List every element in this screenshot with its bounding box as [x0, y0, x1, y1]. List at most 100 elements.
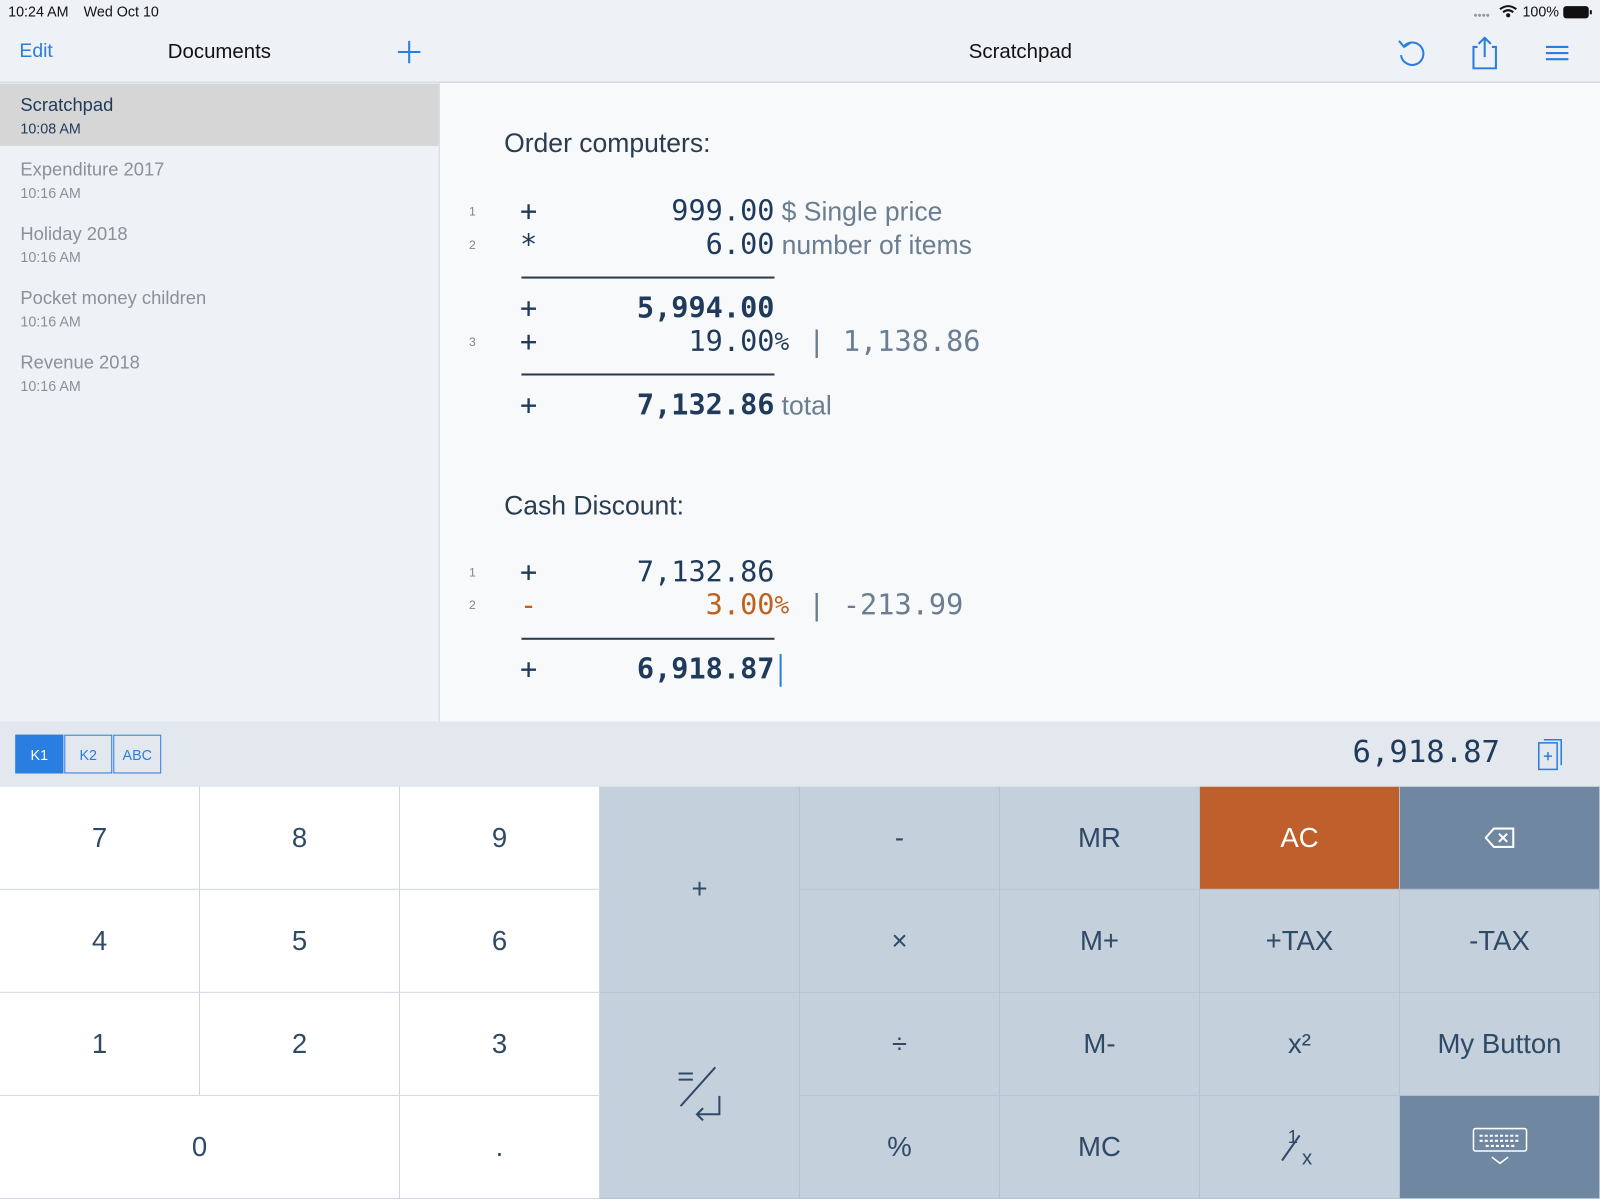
key[interactable]: 0	[0, 1095, 400, 1199]
line-number: 2	[469, 597, 476, 613]
suffix: %	[774, 590, 790, 620]
key[interactable]: M+	[999, 889, 1200, 993]
result: -213.99	[842, 587, 964, 622]
key[interactable]: 6	[399, 889, 600, 993]
equals-key[interactable]	[599, 992, 800, 1199]
backspace-icon	[1484, 827, 1514, 848]
operator: +	[519, 324, 538, 359]
document-time[interactable]: 10:16 AM	[20, 377, 81, 394]
document-time[interactable]: 10:16 AM	[20, 248, 81, 266]
document-name[interactable]: Expenditure 2017	[20, 159, 165, 180]
keyboard-tab[interactable]: K2	[64, 734, 113, 774]
key[interactable]: %	[799, 1095, 1000, 1199]
backspace-key[interactable]	[1399, 786, 1600, 890]
operator: +	[519, 193, 538, 228]
value: 7,132.86	[636, 387, 775, 422]
separator-line	[521, 276, 775, 279]
value: 19.00	[688, 324, 775, 359]
key[interactable]: M-	[999, 992, 1200, 1096]
key[interactable]: +TAX	[1199, 889, 1400, 993]
numerator: 1	[1287, 1126, 1298, 1147]
key[interactable]: 5	[199, 889, 400, 993]
keyboard-tab[interactable]: ABC	[113, 734, 162, 774]
key[interactable]: 7	[0, 786, 200, 890]
line-number: 2	[469, 237, 476, 253]
calc-row: +7,132.86 total	[0, 388, 1122, 423]
hide-keyboard-key[interactable]	[1399, 1095, 1600, 1199]
document-name[interactable]: Holiday 2018	[20, 223, 128, 244]
add-button[interactable]	[397, 40, 421, 64]
value: 5,994.00	[636, 290, 775, 325]
operator: +	[519, 652, 538, 686]
value: 999.00	[671, 193, 775, 228]
line-number: 1	[469, 204, 476, 219]
sidebar	[0, 82, 440, 722]
calc-row: 3 +19.00% | 1,138.86	[0, 324, 1122, 359]
operator: +	[519, 290, 538, 325]
suffix: %	[774, 327, 790, 357]
document-time[interactable]: 10:16 AM	[20, 313, 81, 330]
key[interactable]: 3	[399, 992, 600, 1096]
key[interactable]: ×	[799, 889, 1000, 993]
copy-button[interactable]	[1536, 739, 1565, 772]
result: 1,138.86	[842, 324, 981, 359]
document-time[interactable]: 10:16 AM	[20, 184, 81, 202]
toolbar-icons[interactable]	[1396, 36, 1575, 70]
document-time[interactable]: 10:08 AM	[20, 120, 81, 137]
status-icons	[1473, 5, 1592, 19]
separator: |	[808, 587, 826, 622]
key[interactable]: 9	[399, 786, 600, 890]
key[interactable]: -	[799, 786, 1000, 890]
key[interactable]: AC	[1199, 786, 1400, 890]
calc-row: +5,994.00	[0, 291, 1122, 326]
separator: |	[808, 324, 826, 359]
separator-line	[521, 373, 775, 376]
calc-row: 2 - 3.00% | -213.99	[0, 588, 1122, 623]
key[interactable]: x²	[1199, 992, 1400, 1096]
editor-title: Scratchpad	[968, 40, 1073, 64]
top-bar	[0, 0, 1600, 83]
separator-line	[521, 637, 775, 640]
calc-row: 1 +999.00 $ Single price	[0, 194, 1122, 229]
status-date: Wed Oct 10	[83, 3, 159, 20]
key[interactable]: 1	[0, 992, 200, 1096]
calc-row: 1 +7,132.86	[0, 555, 1122, 590]
calc-row: +6,918.87	[0, 652, 1122, 687]
calc-toolbar	[0, 721, 1600, 787]
key[interactable]: -TAX	[1399, 889, 1600, 993]
key[interactable]: 4	[0, 889, 200, 993]
cursor	[779, 654, 782, 687]
operator: *	[519, 227, 538, 262]
document-name[interactable]: Scratchpad	[20, 94, 114, 116]
calc-row: 2 * 6.00 number of items	[0, 228, 1122, 263]
keyboard-tab[interactable]: K1	[15, 734, 64, 774]
key[interactable]: 2	[199, 992, 400, 1096]
note: $ Single price	[781, 195, 943, 227]
value: 6,918.87	[636, 652, 775, 686]
operator: +	[519, 555, 538, 589]
key[interactable]: ÷	[799, 992, 1000, 1096]
operator: -	[519, 587, 538, 622]
key[interactable]: +	[599, 786, 800, 993]
equals-icon	[678, 1066, 720, 1121]
value: 6.00	[705, 227, 775, 262]
value: 7,132.86	[636, 555, 775, 589]
key[interactable]: .	[399, 1095, 600, 1199]
battery-text: 100%	[1522, 3, 1559, 20]
section-heading: Cash Discount:	[504, 489, 684, 521]
note: number of items	[781, 229, 972, 261]
document-name[interactable]: Revenue 2018	[20, 352, 140, 373]
line-number: 1	[469, 565, 476, 580]
document-name[interactable]: Pocket money children	[20, 287, 207, 309]
key[interactable]: MR	[999, 786, 1200, 890]
section-heading: Order computers:	[504, 127, 711, 159]
key[interactable]: MC	[999, 1095, 1200, 1199]
key[interactable]: 8	[199, 786, 400, 890]
sidebar-title: Documents	[167, 40, 271, 64]
keyboard-icon	[1472, 1127, 1527, 1165]
key[interactable]: My Button	[1399, 992, 1600, 1096]
edit-button[interactable]: Edit	[19, 40, 53, 63]
denominator: x	[1302, 1146, 1313, 1170]
